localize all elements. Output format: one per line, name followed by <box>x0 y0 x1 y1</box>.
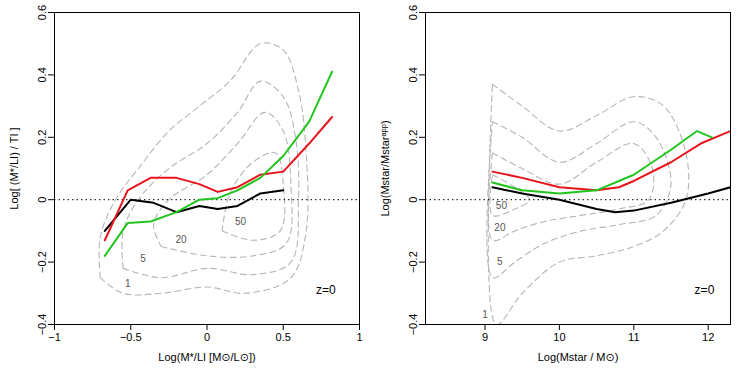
svg-text:−0.2: −0.2 <box>36 251 48 273</box>
svg-text:0: 0 <box>36 197 48 203</box>
svg-text:1: 1 <box>356 331 362 343</box>
svg-text:−1: −1 <box>48 331 61 343</box>
svg-text:z=0: z=0 <box>316 283 336 297</box>
svg-text:Log(M*/LI [M⊙/L⊙]): Log(M*/LI [M⊙/L⊙]) <box>158 351 255 363</box>
svg-text:0.4: 0.4 <box>36 67 48 82</box>
svg-text:0.6: 0.6 <box>36 5 48 20</box>
svg-text:0.2: 0.2 <box>36 130 48 145</box>
svg-text:5: 5 <box>497 256 503 267</box>
svg-text:11: 11 <box>628 331 639 343</box>
svg-text:0.5: 0.5 <box>276 331 291 343</box>
svg-text:Log[ (M*/LI) / TI ]: Log[ (M*/LI) / TI ] <box>8 127 20 209</box>
svg-text:−0.4: −0.4 <box>407 314 419 336</box>
svg-text:Log(Mstar / M⊙): Log(Mstar / M⊙) <box>538 351 619 363</box>
svg-text:Log(Mstar/Mstarᵃᵖᵖ): Log(Mstar/Mstarᵃᵖᵖ) <box>379 120 391 216</box>
svg-text:0.2: 0.2 <box>407 130 419 145</box>
svg-text:z=0: z=0 <box>695 283 715 297</box>
svg-text:10: 10 <box>553 331 565 343</box>
svg-text:−0.4: −0.4 <box>36 314 48 336</box>
svg-text:0: 0 <box>407 197 419 203</box>
svg-text:−0.2: −0.2 <box>407 251 419 273</box>
svg-text:0.6: 0.6 <box>407 5 419 20</box>
svg-text:20: 20 <box>176 234 188 245</box>
svg-text:5: 5 <box>140 253 146 264</box>
svg-text:1: 1 <box>482 309 488 320</box>
svg-text:0: 0 <box>204 331 210 343</box>
svg-text:0.4: 0.4 <box>407 67 419 82</box>
svg-text:12: 12 <box>702 331 714 343</box>
svg-text:50: 50 <box>235 216 247 227</box>
svg-text:20: 20 <box>494 222 506 233</box>
svg-text:1: 1 <box>125 278 131 289</box>
svg-text:9: 9 <box>482 331 488 343</box>
svg-text:50: 50 <box>496 200 508 211</box>
svg-text:−0.5: −0.5 <box>120 331 142 343</box>
